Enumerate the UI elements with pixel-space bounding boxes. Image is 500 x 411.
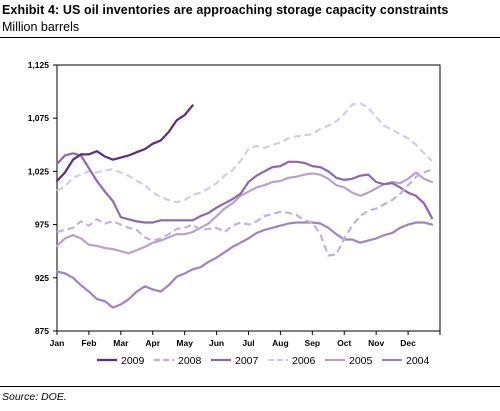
chart-subtitle: Million barrels [2, 20, 80, 34]
header-divider [0, 37, 500, 38]
inventory-line-chart: 875 925 975 1,025 1,075 1,125 Jan Feb Mar Apr May… [28, 60, 441, 367]
series-line-2007 [55, 152, 434, 224]
legend-label-2005: 2005 [349, 355, 373, 367]
y-tick-label: 875 [35, 326, 49, 336]
plot-area [56, 64, 441, 332]
x-tick-label: Jul [242, 338, 254, 348]
x-tick-label: Aug [272, 338, 289, 348]
y-tick-label: 1,075 [28, 113, 50, 123]
source-note: Source: DOE. [2, 391, 67, 403]
series-line-2005 [55, 171, 434, 255]
x-tick-label: Oct [337, 338, 351, 348]
x-tick-label: Sep [305, 338, 321, 348]
x-tick-label: Mar [113, 338, 129, 348]
series-line-2009 [55, 104, 194, 183]
plot-frame [56, 64, 441, 332]
legend-label-2009: 2009 [121, 355, 145, 367]
x-tick-label: Apr [145, 338, 160, 348]
y-axis: 875 925 975 1,025 1,075 1,125 [28, 60, 57, 336]
x-tick-label: Jun [209, 338, 224, 348]
y-tick-label: 925 [35, 273, 49, 283]
y-tick-label: 975 [35, 220, 49, 230]
legend-label-2007: 2007 [235, 355, 259, 367]
x-tick-label: Jan [50, 338, 65, 348]
series-lines [55, 102, 434, 309]
legend-label-2004: 2004 [406, 355, 430, 367]
x-tick-label: Nov [368, 338, 384, 348]
x-tick-label: May [176, 338, 193, 348]
x-tick-label: Dec [400, 338, 416, 348]
chart-title: Exhibit 4: US oil inventories are approa… [2, 3, 449, 17]
y-tick-label: 1,125 [28, 60, 50, 70]
legend-label-2006: 2006 [292, 355, 316, 367]
series-line-2008 [56, 168, 433, 257]
x-tick-label: Feb [81, 338, 96, 348]
series-line-2006 [56, 102, 433, 204]
series-line-2004 [55, 221, 434, 309]
legend: 2009 2008 2007 2006 2005 2004 [97, 355, 430, 367]
footer-divider [0, 386, 500, 387]
legend-label-2008: 2008 [178, 355, 202, 367]
x-axis: Jan Feb Mar Apr May Jun Jul Aug Sep Oct Nov Dec [50, 331, 441, 348]
y-tick-label: 1,025 [28, 166, 50, 176]
